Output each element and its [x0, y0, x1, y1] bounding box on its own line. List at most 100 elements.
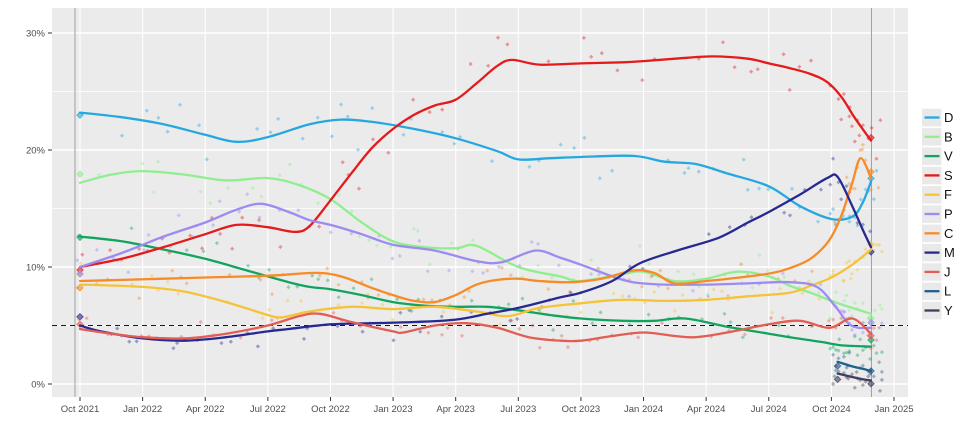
- poll-dot: [659, 321, 665, 326]
- poll-dot: [537, 345, 542, 350]
- poll-dot: [696, 56, 701, 61]
- poll-dot: [338, 102, 344, 107]
- poll-dot: [277, 173, 282, 178]
- poll-dot: [286, 285, 291, 290]
- poll-dot: [126, 270, 131, 275]
- series-line-F: [78, 248, 873, 319]
- poll-dot: [546, 287, 551, 292]
- poll-dot: [846, 376, 851, 381]
- poll-dot: [849, 327, 855, 332]
- poll-dot: [831, 268, 836, 273]
- poll-dot: [709, 334, 714, 339]
- poll-dot: [852, 300, 857, 306]
- poll-dot: [496, 264, 501, 269]
- poll-dot: [310, 273, 315, 278]
- poll-dot: [815, 219, 821, 224]
- poll-dot: [765, 268, 771, 273]
- poll-dot: [860, 348, 865, 353]
- y-tick-label: 0%: [31, 380, 45, 391]
- poll-dot: [425, 269, 430, 274]
- legend-label: M: [944, 245, 955, 260]
- poll-dot: [466, 289, 472, 294]
- poll-dot: [486, 63, 491, 68]
- poll-dot: [176, 213, 181, 218]
- poll-dot: [849, 271, 855, 276]
- x-axis: Oct 2021 Jan 2022 Apr 2022 Jul 2022 Oct 2022…: [61, 397, 914, 415]
- poll-dot: [498, 322, 503, 327]
- poll-dot: [832, 374, 837, 379]
- poll-dot: [520, 296, 525, 301]
- poll-dot: [844, 184, 849, 189]
- poll-dot: [848, 276, 853, 281]
- poll-dot: [449, 241, 454, 246]
- poll-dot: [176, 291, 181, 296]
- poll-dot: [278, 244, 283, 250]
- poll-dot: [858, 197, 863, 202]
- poll-dot: [255, 344, 260, 349]
- poll-dot: [646, 312, 651, 317]
- poll-dot: [852, 139, 857, 144]
- poll-dot: [317, 224, 322, 229]
- series-line-Y: [836, 372, 873, 382]
- x-tick-label: Oct 2024: [812, 404, 851, 415]
- poll-dot: [468, 61, 473, 67]
- series-end-marker: [867, 379, 875, 388]
- poll-dot: [871, 326, 876, 331]
- poll-dot: [876, 185, 881, 190]
- poll-dot: [295, 284, 300, 289]
- poll-dot: [833, 325, 838, 330]
- poll-dot: [156, 115, 161, 120]
- poll-dot: [427, 110, 432, 115]
- poll-dot: [258, 277, 263, 282]
- series-line-J: [78, 312, 873, 343]
- poll-dot: [84, 316, 89, 321]
- poll-dot: [831, 207, 836, 212]
- poll-dot: [658, 268, 663, 273]
- poll-dot: [787, 213, 793, 218]
- poll-dot: [847, 350, 852, 355]
- poll-dot: [565, 345, 570, 350]
- poll-dot: [844, 260, 849, 265]
- poll-dot: [831, 317, 836, 322]
- poll-dot: [549, 275, 554, 280]
- x-tick-label: Jan 2024: [624, 404, 663, 415]
- poll-dot: [836, 356, 841, 361]
- poll-dot: [582, 135, 587, 140]
- poll-dot: [418, 329, 423, 334]
- poll-dot: [411, 97, 416, 102]
- poll-dot: [841, 354, 846, 359]
- poll-dot: [458, 134, 463, 140]
- legend-item-S: S: [922, 166, 953, 185]
- poll-dot: [440, 130, 445, 135]
- poll-dot: [349, 231, 354, 236]
- legend-item-L: L: [922, 282, 951, 301]
- poll-dot: [255, 126, 260, 131]
- poll-dot: [520, 275, 525, 280]
- poll-dot: [757, 282, 762, 287]
- poll-dot: [847, 105, 852, 110]
- poll-dot: [237, 209, 242, 214]
- poll-dot: [720, 40, 725, 45]
- poll-dot: [529, 239, 534, 245]
- poll-dot: [565, 313, 570, 318]
- poll-dot: [325, 266, 330, 271]
- poll-dot: [745, 273, 750, 278]
- legend-item-F: F: [922, 186, 952, 204]
- poll-dot: [732, 65, 737, 70]
- poll-dot: [879, 350, 884, 355]
- poll-dot: [305, 326, 310, 331]
- poll-dot: [770, 310, 775, 315]
- poll-dot: [847, 114, 852, 119]
- poll-dot: [439, 332, 445, 337]
- poll-dot: [768, 315, 774, 321]
- y-tick-label: 10%: [26, 263, 46, 274]
- legend-label: C: [944, 226, 953, 241]
- poll-dot: [782, 210, 787, 215]
- poll-dot: [749, 215, 754, 220]
- poll-dot: [416, 297, 421, 302]
- poll-dot: [841, 351, 846, 356]
- poll-dot: [833, 368, 838, 373]
- poll-dot: [360, 300, 365, 306]
